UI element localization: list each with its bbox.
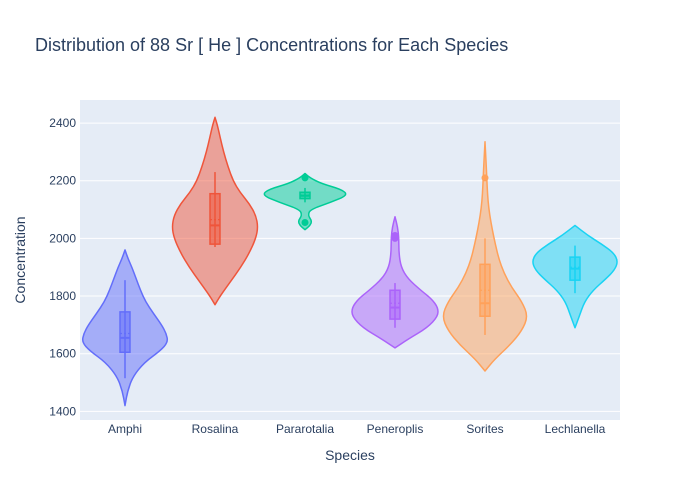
x-tick-label: Peneroplis	[367, 422, 424, 436]
x-axis-ticks: Amphi Rosalina Pararotalia Peneroplis Sorite…	[108, 422, 606, 436]
outlier-point	[301, 174, 309, 182]
y-tick-label: 1400	[49, 404, 76, 418]
y-tick-label: 2000	[49, 231, 76, 245]
y-tick-label: 2200	[49, 174, 76, 188]
y-tick-label: 1800	[49, 289, 76, 303]
box	[119, 311, 131, 354]
x-tick-label: Sorites	[466, 422, 503, 436]
y-tick-label: 1600	[49, 347, 76, 361]
outlier-point	[301, 219, 309, 227]
violin-sorites	[442, 141, 528, 372]
x-tick-label: Amphi	[108, 422, 142, 436]
violin-lechlanella	[532, 224, 618, 329]
violins	[81, 116, 618, 407]
plot-area	[80, 100, 620, 420]
x-tick-label: Pararotalia	[276, 422, 334, 436]
grid-lines	[80, 122, 620, 412]
chart-title: Distribution of 88 Sr [ He ] Concentrati…	[35, 35, 508, 55]
violin-peneroplis	[351, 216, 439, 349]
x-axis-title: Species	[325, 447, 375, 463]
y-axis-ticks: 1400 1600 1800 2000 2200 2400	[49, 116, 76, 418]
y-axis-title: Concentration	[12, 216, 28, 303]
violin-body	[351, 216, 439, 349]
outlier-point	[391, 231, 399, 239]
y-tick-label: 2400	[49, 116, 76, 130]
x-tick-label: Rosalina	[192, 422, 239, 436]
outlier-point	[481, 174, 489, 182]
violin-rosalina	[171, 116, 259, 306]
box	[389, 289, 401, 320]
violin-amphi	[81, 249, 169, 407]
x-tick-label: Lechlanella	[545, 422, 606, 436]
violin-pararotalia	[263, 172, 347, 231]
box	[209, 192, 221, 245]
